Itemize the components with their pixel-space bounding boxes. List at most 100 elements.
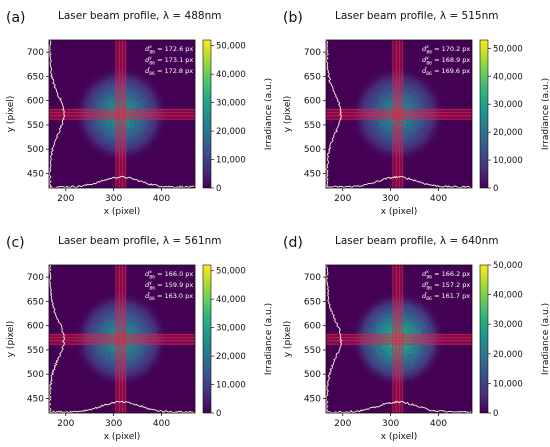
- annotation-1: dx 86 = 172.6 px: [145, 45, 193, 56]
- colorbar-tick-label: 30,000: [216, 324, 246, 334]
- y-tick-label: 650: [304, 72, 321, 82]
- x-tick-label: 200: [334, 194, 351, 204]
- colorbar-tick-label: 10,000: [216, 156, 246, 166]
- annotation-3: d̄86 = 172.8 px: [145, 66, 193, 77]
- y-tick-label: 500: [27, 370, 44, 380]
- annotation-3: d̄86 = 161.7 px: [422, 291, 470, 302]
- y-tick-label: 700: [304, 48, 321, 58]
- y-tick-label: 600: [304, 97, 321, 107]
- annotation-2: dy 86 = 159.9 px: [145, 281, 193, 292]
- y-tick-label: 550: [27, 121, 44, 131]
- annotation-2: dy 86 = 157.2 px: [422, 281, 470, 292]
- x-tick-label: 200: [57, 194, 74, 204]
- x-axis-label: x (pixel): [104, 432, 141, 442]
- x-axis-label: x (pixel): [381, 432, 418, 442]
- y-tick-label: 450: [27, 394, 44, 404]
- colorbar-tick-label: 40,000: [493, 291, 523, 301]
- colorbar-tick-label: 30,000: [493, 100, 523, 110]
- y-tick-label: 550: [304, 121, 321, 131]
- colorbar-tick-label: 50,000: [493, 44, 523, 54]
- annotation-2: dy 86 = 168.9 px: [422, 56, 470, 67]
- x-tick-label: 300: [382, 194, 399, 204]
- x-tick-label: 300: [382, 419, 399, 429]
- y-tick-label: 450: [27, 169, 44, 179]
- colorbar-label: Irradiance (a.u.): [264, 303, 274, 375]
- x-tick-label: 400: [153, 194, 170, 204]
- colorbar-tick-label: 50,000: [216, 42, 246, 52]
- annotation-1: dx 86 = 166.0 px: [145, 270, 193, 281]
- x-tick-label: 400: [430, 194, 447, 204]
- y-axis-label: y (pixel): [283, 96, 293, 133]
- colorbar-tick-label: 30,000: [216, 99, 246, 109]
- panel-d: (d) Laser beam profile, λ = 640nm dx 86 = 1…: [283, 235, 550, 442]
- vertical-profile-line: [326, 265, 343, 413]
- vertical-profile-line: [326, 40, 342, 188]
- horizontal-profile-line: [49, 400, 195, 413]
- colorbar-label: Irradiance (a.u.): [264, 78, 274, 150]
- y-tick-label: 600: [27, 97, 44, 107]
- chart-title: Laser beam profile, λ = 640nm: [335, 235, 498, 247]
- colorbar-label: Irradiance (a.u.): [541, 303, 550, 375]
- chart-title: Laser beam profile, λ = 561nm: [58, 235, 221, 247]
- x-tick-label: 200: [334, 419, 351, 429]
- colorbar-tick-label: 50,000: [493, 261, 523, 271]
- colorbar: [202, 264, 212, 414]
- panel-a: (a) Laser beam profile, λ = 488nm dx 86 = 1…: [6, 10, 274, 217]
- colorbar: [479, 39, 489, 189]
- y-tick-label: 600: [27, 322, 44, 332]
- annotation-3: d̄86 = 169.6 px: [422, 66, 470, 77]
- x-axis-label: x (pixel): [104, 207, 141, 217]
- chart-title: Laser beam profile, λ = 515nm: [335, 10, 498, 22]
- colorbar-tick-label: 20,000: [216, 127, 246, 137]
- heatmap: [49, 40, 195, 188]
- colorbar-tick-label: 0: [493, 409, 498, 419]
- y-tick-label: 650: [27, 297, 44, 307]
- y-tick-label: 500: [304, 370, 321, 380]
- colorbar-tick-label: 40,000: [216, 295, 246, 305]
- heatmap: [326, 40, 472, 188]
- y-tick-label: 600: [304, 322, 321, 332]
- x-axis-label: x (pixel): [381, 207, 418, 217]
- crosshair-vertical-band: [115, 40, 126, 188]
- heatmap: [49, 265, 195, 413]
- colorbar-tick-label: 0: [216, 409, 221, 419]
- annotation-2: dy 86 = 173.1 px: [145, 56, 193, 67]
- colorbar: [479, 264, 489, 414]
- colorbar-label: Irradiance (a.u.): [541, 78, 550, 150]
- y-tick-label: 450: [304, 169, 321, 179]
- y-tick-label: 700: [304, 273, 321, 283]
- chart-title: Laser beam profile, λ = 488nm: [58, 10, 221, 22]
- colorbar-tick-label: 30,000: [493, 320, 523, 330]
- x-tick-label: 400: [430, 419, 447, 429]
- horizontal-profile-line: [326, 400, 472, 413]
- colorbar-tick-label: 40,000: [216, 70, 246, 80]
- y-tick-label: 450: [304, 394, 321, 404]
- y-tick-label: 500: [27, 145, 44, 155]
- plot-frame: [48, 39, 196, 189]
- y-tick-label: 650: [27, 72, 44, 82]
- y-tick-label: 700: [27, 273, 44, 283]
- y-axis-label: y (pixel): [283, 321, 293, 358]
- panel-b: (b) Laser beam profile, λ = 515nm dx 86 = 1…: [283, 10, 550, 217]
- horizontal-profile-line: [49, 175, 195, 188]
- x-tick-label: 300: [105, 194, 122, 204]
- colorbar-tick-label: 20,000: [493, 128, 523, 138]
- colorbar: [202, 39, 212, 189]
- colorbar-tick-label: 10,000: [493, 156, 523, 166]
- colorbar-tick-label: 50,000: [216, 267, 246, 277]
- vertical-profile-line: [49, 40, 66, 188]
- colorbar-tick-label: 10,000: [216, 381, 246, 391]
- colorbar-tick-label: 0: [493, 184, 498, 194]
- panel-label: (c): [6, 235, 25, 251]
- y-tick-label: 700: [27, 48, 44, 58]
- panel-label: (b): [283, 10, 303, 26]
- vertical-profile-line: [49, 265, 66, 413]
- y-axis-label: y (pixel): [6, 321, 16, 358]
- colorbar-tick-label: 40,000: [493, 72, 523, 82]
- annotation-1: dx 86 = 170.2 px: [422, 45, 470, 56]
- panel-label: (d): [283, 235, 303, 251]
- annotation-3: d̄86 = 163.0 px: [145, 291, 193, 302]
- heatmap: [326, 265, 472, 413]
- y-axis-label: y (pixel): [6, 96, 16, 133]
